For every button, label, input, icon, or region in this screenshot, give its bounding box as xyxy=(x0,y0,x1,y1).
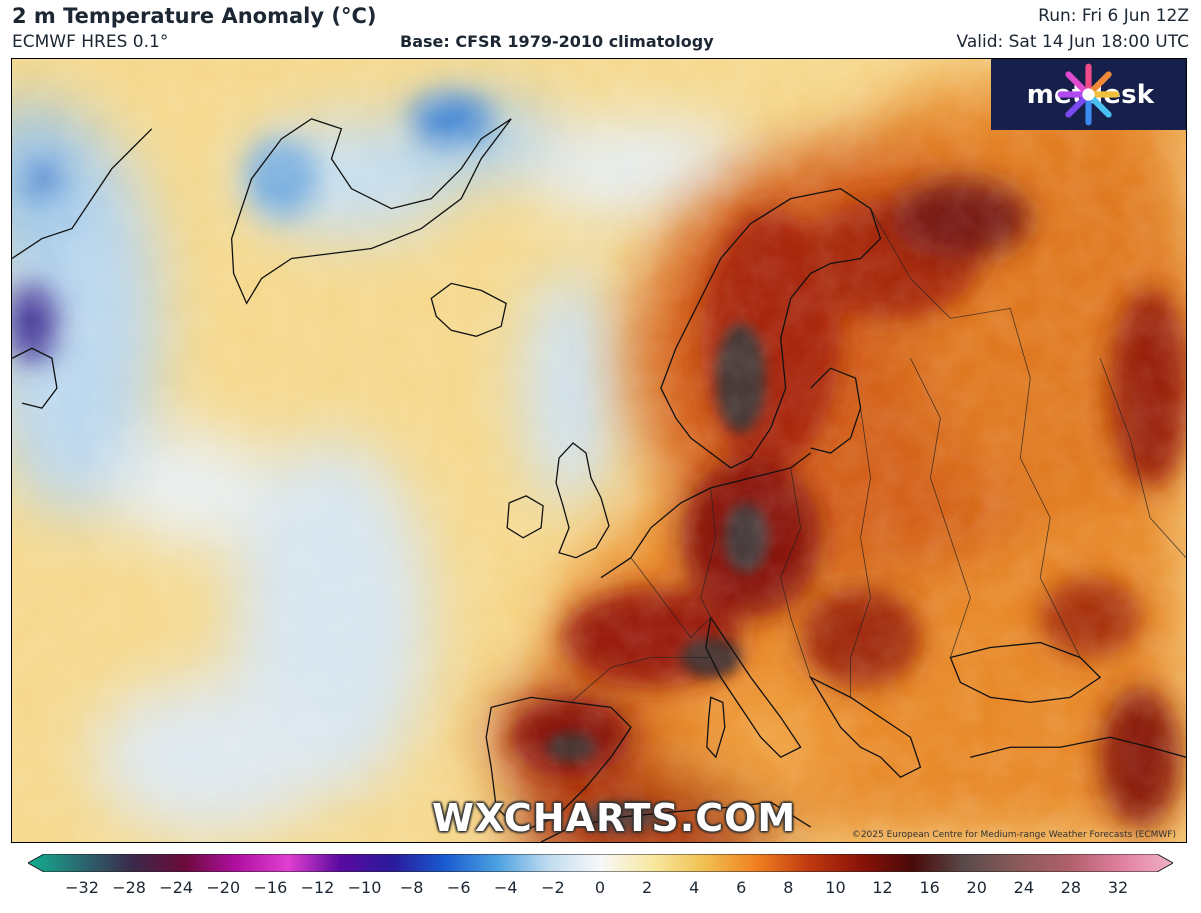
wxcharts-watermark: WXCHARTS.COM xyxy=(432,796,797,840)
colorbar-tick-labels: −32 −28 −24 −20 −16 −12 −10 −8 −6 −4 −2 0 2 4 6 8 10 12 16… xyxy=(0,878,1201,902)
colorbar-tick-label: 12 xyxy=(872,878,893,897)
colorbar-tick-label: −32 xyxy=(65,878,99,897)
chart-title: 2 m Temperature Anomaly (°C) xyxy=(12,4,377,28)
colorbar-tick-label: −20 xyxy=(206,878,241,897)
colorbar-tick-label: −24 xyxy=(159,878,194,897)
colorbar-tick-label: −4 xyxy=(494,878,518,897)
colorbar-tick-label: 0 xyxy=(594,878,606,897)
colorbar-tick-label: 24 xyxy=(1013,878,1034,897)
colorbar-tick-label: −12 xyxy=(300,878,335,897)
colorbar-tick-label: 20 xyxy=(966,878,987,897)
colorbar-tick-label: −28 xyxy=(112,878,146,897)
run-time-label: Run: Fri 6 Jun 12Z xyxy=(1038,6,1189,26)
ecmwf-copyright: ©2025 European Centre for Medium-range W… xyxy=(851,830,1176,840)
colorbar-tick-label: 32 xyxy=(1107,878,1129,897)
colorbar-tick-label: −10 xyxy=(347,878,382,897)
colorbar xyxy=(28,854,1173,872)
metdesk-logo: metdesk xyxy=(991,59,1186,130)
colorbar-tick-label: −2 xyxy=(541,878,565,897)
colorbar-tick-label: 4 xyxy=(689,878,700,897)
colorbar-tick-label: 10 xyxy=(825,878,846,897)
colorbar-tick-label: 2 xyxy=(641,878,653,897)
model-label: ECMWF HRES 0.1° xyxy=(12,32,169,52)
colorbar-tick-label: 8 xyxy=(783,878,794,897)
valid-time-label: Valid: Sat 14 Jun 18:00 UTC xyxy=(956,32,1189,52)
colorbar-tick-label: −16 xyxy=(253,878,288,897)
country-borders xyxy=(570,208,1186,703)
colorbar-tick-label: −6 xyxy=(446,878,471,897)
colorbar-tick-label: −8 xyxy=(399,878,424,897)
anomaly-map[interactable]: metdesk WXCHARTS.COM ©2025 European Cent… xyxy=(11,58,1187,843)
metdesk-burst-icon xyxy=(1057,63,1120,126)
anomaly-map-graphic xyxy=(12,59,1186,842)
colorbar-tick-label: 28 xyxy=(1060,878,1082,897)
colorbar-tick-label: 16 xyxy=(919,878,940,897)
colorbar-tick-label: 6 xyxy=(736,878,747,897)
base-climatology-label: Base: CFSR 1979-2010 climatology xyxy=(400,32,714,51)
